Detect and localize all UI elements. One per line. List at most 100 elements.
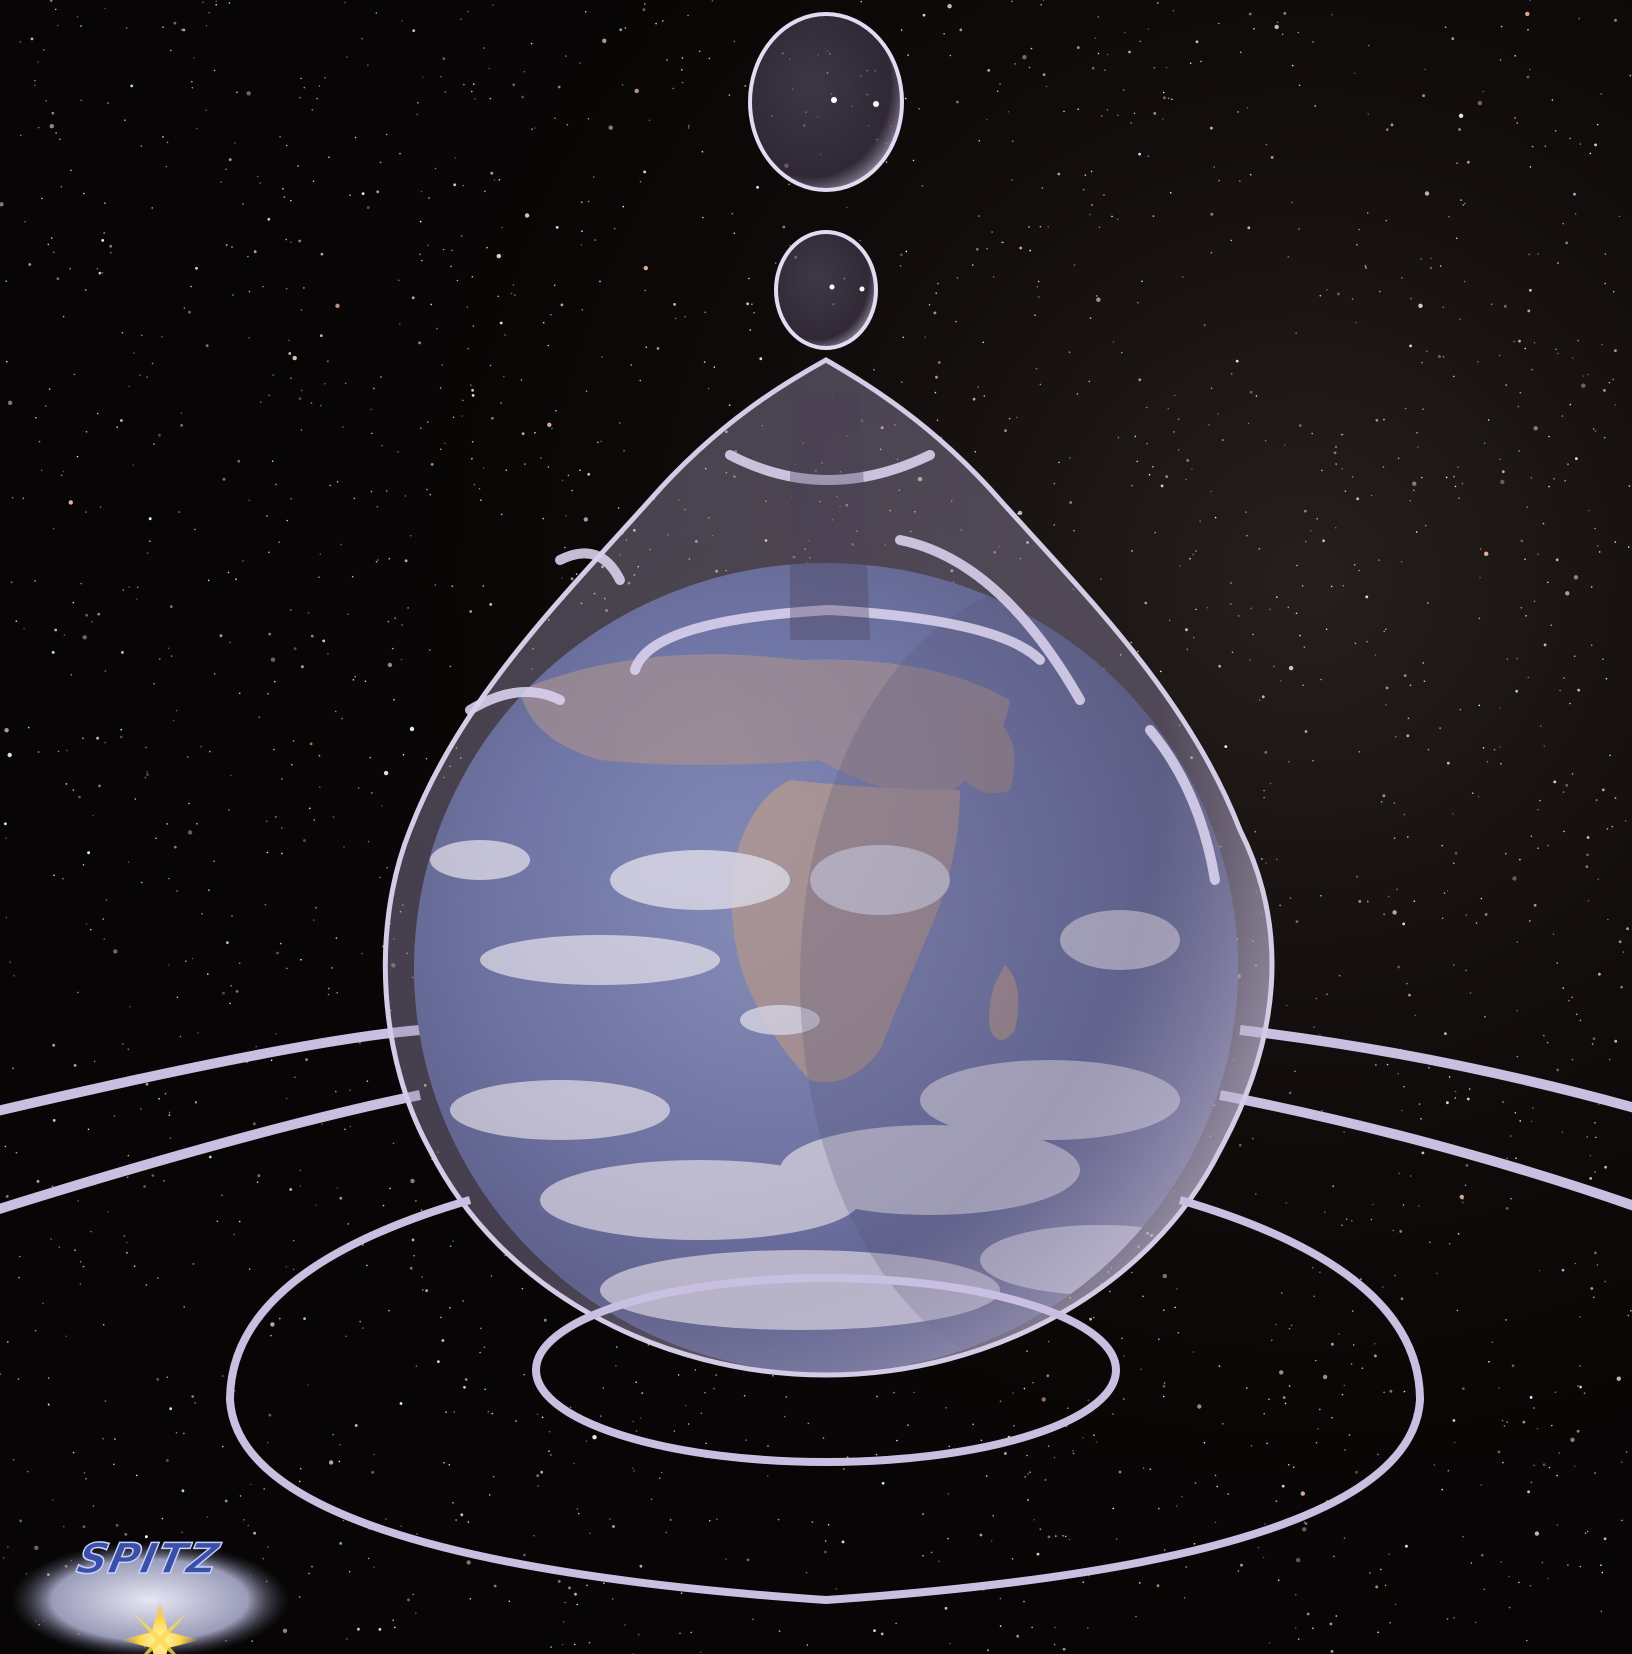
- star: [170, 655, 173, 657]
- star: [220, 181, 222, 183]
- star: [902, 336, 905, 339]
- star: [1603, 436, 1606, 439]
- star: [1312, 1627, 1314, 1630]
- star: [7, 400, 13, 405]
- star: [1354, 321, 1357, 324]
- star: [905, 250, 908, 253]
- star: [1577, 1385, 1579, 1387]
- star: [1191, 468, 1193, 470]
- star: [156, 1378, 160, 1381]
- star: [1506, 658, 1509, 660]
- star: [349, 1089, 351, 1091]
- star: [96, 412, 99, 415]
- star: [270, 1334, 272, 1337]
- star: [366, 1264, 368, 1267]
- star: [1104, 69, 1106, 71]
- star: [452, 416, 455, 419]
- star: [949, 54, 952, 57]
- star: [347, 613, 349, 615]
- star: [352, 679, 355, 681]
- star: [1388, 1553, 1390, 1555]
- star: [673, 1430, 676, 1432]
- star: [1404, 407, 1407, 410]
- star: [186, 756, 189, 758]
- star: [415, 1200, 417, 1202]
- star: [299, 1185, 302, 1187]
- star: [639, 379, 642, 382]
- star: [328, 1460, 334, 1465]
- star: [52, 527, 55, 530]
- star: [1068, 1538, 1071, 1541]
- star: [401, 624, 403, 626]
- star: [272, 374, 275, 376]
- star: [493, 1584, 497, 1588]
- star: [1287, 1464, 1290, 1466]
- star: [1208, 424, 1210, 426]
- star: [155, 837, 157, 840]
- star: [4, 728, 9, 733]
- star: [612, 1525, 615, 1528]
- star: [548, 1430, 551, 1433]
- star: [1606, 828, 1609, 830]
- star: [1277, 1579, 1280, 1582]
- star: [523, 70, 526, 73]
- star: [1498, 707, 1501, 709]
- star: [1505, 852, 1507, 855]
- star: [1177, 418, 1180, 421]
- star: [1375, 1064, 1377, 1066]
- star: [1116, 218, 1119, 220]
- star: [1335, 446, 1337, 448]
- star: [0, 202, 4, 207]
- star: [140, 1108, 142, 1110]
- star: [1162, 1384, 1166, 1388]
- star: [92, 814, 94, 817]
- star: [227, 571, 230, 574]
- star: [1564, 479, 1566, 482]
- star: [1261, 695, 1265, 699]
- star: [344, 1128, 346, 1131]
- star: [1309, 530, 1312, 532]
- star: [1152, 466, 1154, 468]
- star: [362, 1244, 364, 1246]
- star: [1603, 1537, 1607, 1541]
- star: [1291, 201, 1293, 204]
- star: [263, 1488, 266, 1490]
- star: [1315, 1442, 1318, 1444]
- star: [523, 1553, 526, 1557]
- star: [279, 942, 282, 945]
- star: [268, 551, 270, 554]
- star: [1408, 993, 1411, 997]
- star: [1529, 0, 1531, 1]
- star: [348, 1570, 351, 1573]
- star: [253, 1122, 256, 1126]
- star: [93, 1060, 96, 1063]
- star: [1468, 1088, 1471, 1090]
- star: [48, 388, 51, 390]
- star: [1520, 539, 1524, 543]
- star: [1624, 820, 1627, 822]
- star: [1089, 317, 1092, 319]
- star: [1562, 222, 1564, 225]
- star: [1368, 44, 1370, 47]
- star: [1096, 297, 1101, 302]
- star: [98, 784, 101, 788]
- star: [660, 1471, 663, 1474]
- star: [300, 429, 303, 431]
- star: [824, 1540, 827, 1542]
- star: [1461, 482, 1464, 485]
- star: [938, 1560, 940, 1563]
- star: [1541, 1561, 1544, 1564]
- star: [743, 1394, 746, 1397]
- star: [956, 277, 959, 279]
- star: [35, 416, 37, 419]
- star: [1027, 1499, 1029, 1501]
- star: [102, 918, 104, 920]
- star: [1446, 761, 1450, 765]
- star: [286, 967, 288, 970]
- star: [1530, 1481, 1533, 1484]
- star: [749, 329, 752, 331]
- star: [1389, 1389, 1393, 1393]
- star: [1626, 927, 1629, 931]
- star: [335, 937, 338, 939]
- star: [483, 1346, 486, 1349]
